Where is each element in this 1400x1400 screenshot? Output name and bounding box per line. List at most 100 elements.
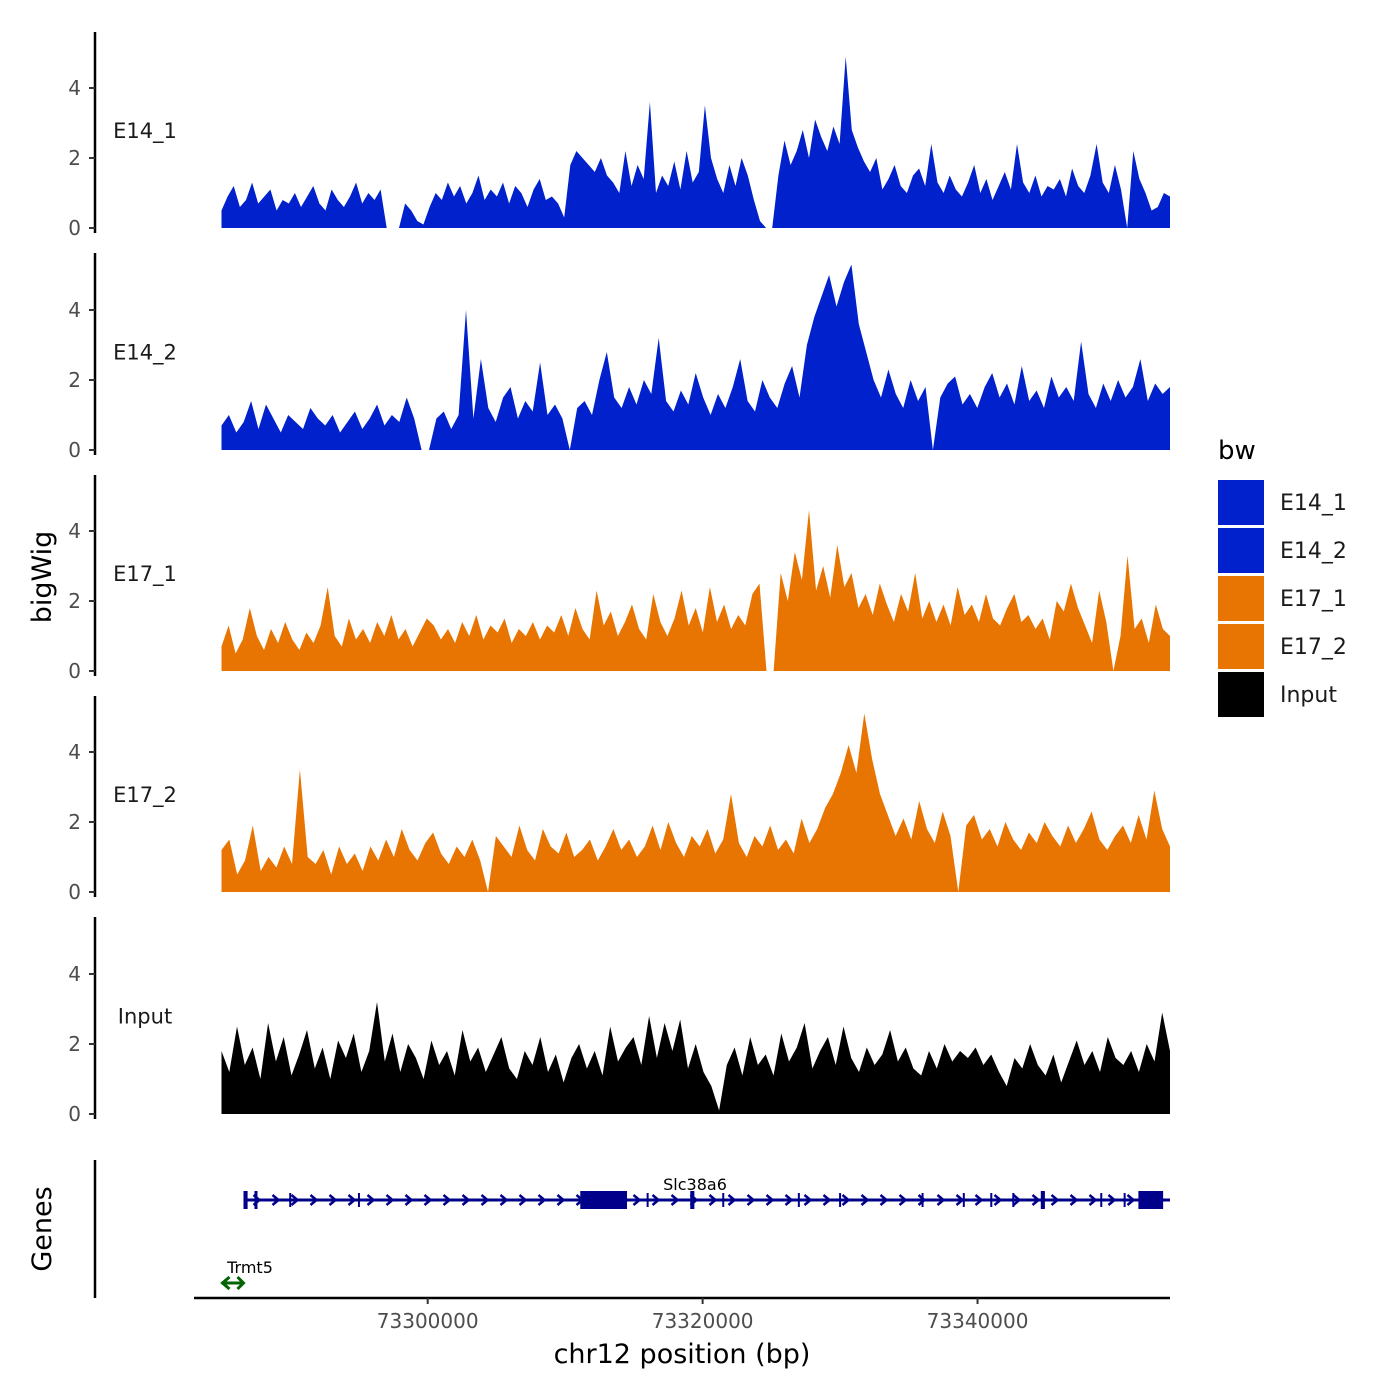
strand-arrow xyxy=(499,1194,509,1206)
legend-label: E17_1 xyxy=(1280,587,1347,612)
strand-arrow xyxy=(271,1194,281,1206)
strand-arrow xyxy=(236,1275,246,1291)
y-tick-label: 0 xyxy=(68,659,81,683)
legend-entry-e17_1: E17_1 xyxy=(1218,576,1347,621)
y-tick-label: 0 xyxy=(68,880,81,904)
strand-arrow xyxy=(1050,1194,1060,1206)
strand-arrow xyxy=(822,1194,832,1206)
strand-arrow xyxy=(309,1194,319,1206)
strand-arrow xyxy=(404,1194,414,1206)
strand-arrow xyxy=(328,1194,338,1206)
legend-swatch xyxy=(1218,528,1264,573)
y-tick-label: 4 xyxy=(68,740,81,764)
legend-swatch xyxy=(1218,624,1264,669)
strand-arrow xyxy=(993,1194,1003,1206)
exon xyxy=(690,1191,695,1209)
strand-arrow xyxy=(898,1194,908,1206)
legend-label: E14_2 xyxy=(1280,539,1347,564)
x-tick-label: 73320000 xyxy=(652,1309,754,1333)
strand-arrow xyxy=(879,1194,889,1206)
strand-arrow xyxy=(1031,1194,1041,1206)
strand-arrow xyxy=(1012,1194,1022,1206)
strand-arrow xyxy=(955,1194,965,1206)
legend-title: bw xyxy=(1218,436,1256,466)
y-tick-label: 2 xyxy=(68,146,81,170)
legend-label: E14_1 xyxy=(1280,491,1347,516)
exon xyxy=(1040,1191,1045,1209)
legend-entry-input: Input xyxy=(1218,672,1337,717)
strand-arrow xyxy=(974,1194,984,1206)
strand-arrow xyxy=(651,1194,661,1206)
gene-slc38a6: Slc38a6 xyxy=(243,1175,1170,1209)
track-input: 0 2 4 Input xyxy=(68,917,1170,1126)
strand-arrow xyxy=(708,1194,718,1206)
track-label: E14_2 xyxy=(113,341,177,366)
exon xyxy=(243,1191,248,1209)
y-tick-label: 2 xyxy=(68,1032,81,1056)
gene-label: Slc38a6 xyxy=(663,1175,727,1194)
y-tick-label: 4 xyxy=(68,519,81,543)
legend-swatch xyxy=(1218,480,1264,525)
x-tick-label: 73340000 xyxy=(927,1309,1029,1333)
track-label: E17_1 xyxy=(113,562,177,587)
strand-arrow xyxy=(423,1194,433,1206)
track-e14_1: 0 2 4 E14_1 xyxy=(68,32,1170,240)
signal-area xyxy=(221,56,1170,228)
strand-arrow xyxy=(670,1194,680,1206)
y-tick-label: 4 xyxy=(68,962,81,986)
strand-arrow xyxy=(290,1194,300,1206)
track-e17_2: 0 2 4 E17_2 xyxy=(68,696,1170,904)
legend-entry-e14_1: E14_1 xyxy=(1218,480,1347,525)
y-tick-label: 0 xyxy=(68,438,81,462)
strand-arrow xyxy=(1088,1194,1098,1206)
track-label: Input xyxy=(118,1005,172,1029)
strand-arrow xyxy=(480,1194,490,1206)
strand-arrow xyxy=(632,1194,642,1206)
strand-arrow xyxy=(784,1194,794,1206)
strand-arrow xyxy=(841,1194,851,1206)
strand-arrow xyxy=(461,1194,471,1206)
strand-arrow xyxy=(385,1194,395,1206)
strand-arrow xyxy=(860,1194,870,1206)
y-tick-label: 4 xyxy=(68,298,81,322)
y-tick-label: 0 xyxy=(68,1102,81,1126)
track-e17_1: 0 2 4 E17_1 xyxy=(68,475,1170,683)
strand-arrow xyxy=(347,1194,357,1206)
legend: E14_1 E14_2 E17_1 E17_2 Input xyxy=(1218,480,1347,717)
x-tick-label: 73300000 xyxy=(377,1309,479,1333)
y-axis-title: bigWig xyxy=(27,531,58,624)
track-e14_2: 0 2 4 E14_2 xyxy=(68,253,1170,462)
legend-swatch xyxy=(1218,672,1264,717)
track-label: E14_1 xyxy=(113,119,177,144)
genes-panel: Slc38a6 Trmt5 xyxy=(93,1160,1170,1298)
x-axis-title: chr12 position (bp) xyxy=(554,1339,811,1370)
signal-area xyxy=(221,713,1170,892)
y-tick-label: 2 xyxy=(68,368,81,392)
gene-trmt5: Trmt5 xyxy=(220,1258,273,1291)
legend-swatch xyxy=(1218,576,1264,621)
y-tick-label: 2 xyxy=(68,589,81,613)
legend-label: E17_2 xyxy=(1280,635,1347,660)
strand-arrow xyxy=(1107,1194,1117,1206)
legend-entry-e17_2: E17_2 xyxy=(1218,624,1347,669)
y-tick-label: 4 xyxy=(68,76,81,100)
strand-arrow xyxy=(366,1194,376,1206)
legend-entry-e14_2: E14_2 xyxy=(1218,528,1347,573)
exon xyxy=(1138,1191,1164,1209)
exon xyxy=(254,1191,258,1209)
strand-arrow xyxy=(518,1194,528,1206)
strand-arrow xyxy=(1126,1194,1136,1206)
x-axis: 73300000 73320000 73340000 xyxy=(194,1296,1170,1333)
signal-area xyxy=(221,264,1170,450)
signal-area xyxy=(221,510,1170,671)
strand-arrow xyxy=(556,1194,566,1206)
legend-label: Input xyxy=(1280,683,1337,708)
strand-arrow xyxy=(917,1194,927,1206)
track-label: E17_2 xyxy=(113,783,177,808)
gene-label: Trmt5 xyxy=(226,1258,273,1277)
y-tick-label: 2 xyxy=(68,810,81,834)
y-tick-label: 0 xyxy=(68,216,81,240)
strand-arrow xyxy=(442,1194,452,1206)
strand-arrow xyxy=(746,1194,756,1206)
